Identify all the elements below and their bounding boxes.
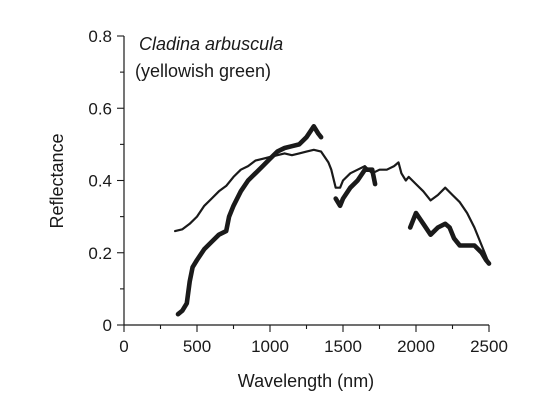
x-tick-label: 0 — [119, 337, 128, 356]
y-tick-label: 0.4 — [88, 172, 112, 191]
y-axis-title: Reflectance — [47, 133, 67, 228]
x-axis-title: Wavelength (nm) — [238, 371, 374, 391]
thick-spectrum-line-segment-1 — [175, 124, 324, 317]
series-layer — [174, 124, 492, 317]
thin-spectrum-line-segment-1 — [174, 148, 491, 265]
x-tick-label: 1000 — [251, 337, 289, 356]
chart-subtitle: (yellowish green) — [135, 61, 271, 81]
y-tick-label: 0.2 — [88, 244, 112, 263]
y-tick-label: 0.6 — [88, 99, 112, 118]
y-tick-label: 0.8 — [88, 27, 112, 46]
thick-spectrum-line-segment-3 — [407, 210, 492, 266]
y-tick-label: 0 — [103, 316, 112, 335]
x-tick-label: 2500 — [470, 337, 508, 356]
ticks: 0 0.2 0.4 0.6 0.8 0 500 1000 1500 2000 2500 — [88, 27, 508, 356]
x-tick-label: 500 — [183, 337, 211, 356]
thick-spectrum-line-segment-2 — [333, 167, 378, 209]
x-tick-label: 1500 — [324, 337, 362, 356]
chart-title: Cladina arbuscula — [139, 34, 283, 54]
x-tick-label: 2000 — [397, 337, 435, 356]
